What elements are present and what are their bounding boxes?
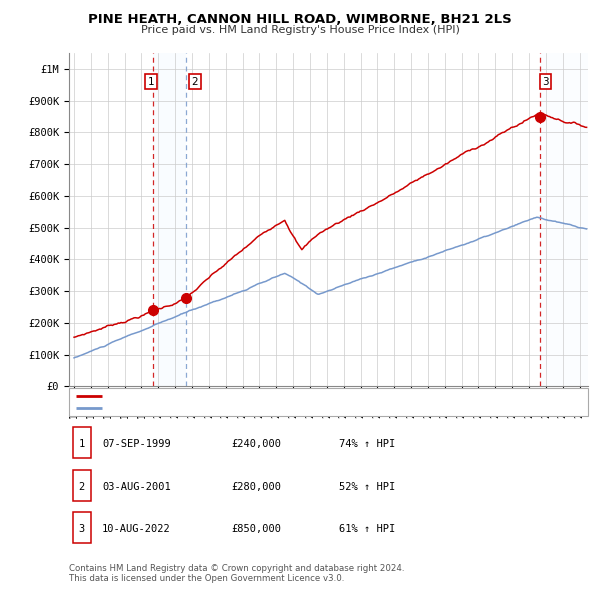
Text: PINE HEATH, CANNON HILL ROAD, WIMBORNE, BH21 2LS (detached house): PINE HEATH, CANNON HILL ROAD, WIMBORNE, …	[108, 391, 463, 400]
Text: 2: 2	[79, 481, 85, 491]
Text: £240,000: £240,000	[231, 439, 281, 449]
Text: 3: 3	[542, 77, 549, 87]
Bar	[539, 53, 588, 386]
Bar	[154, 53, 185, 386]
Text: HPI: Average price, detached house, Dorset: HPI: Average price, detached house, Dors…	[108, 404, 316, 412]
Text: 74% ↑ HPI: 74% ↑ HPI	[339, 439, 395, 449]
Text: 3: 3	[79, 524, 85, 534]
Text: £850,000: £850,000	[231, 524, 281, 534]
Text: 52% ↑ HPI: 52% ↑ HPI	[339, 481, 395, 491]
Text: 61% ↑ HPI: 61% ↑ HPI	[339, 524, 395, 534]
Text: 1: 1	[148, 77, 154, 87]
Text: 2: 2	[191, 77, 198, 87]
Text: Contains HM Land Registry data © Crown copyright and database right 2024.
This d: Contains HM Land Registry data © Crown c…	[69, 563, 404, 583]
Text: 07-SEP-1999: 07-SEP-1999	[102, 439, 171, 449]
Text: 10-AUG-2022: 10-AUG-2022	[102, 524, 171, 534]
Text: Price paid vs. HM Land Registry's House Price Index (HPI): Price paid vs. HM Land Registry's House …	[140, 25, 460, 35]
Text: PINE HEATH, CANNON HILL ROAD, WIMBORNE, BH21 2LS: PINE HEATH, CANNON HILL ROAD, WIMBORNE, …	[88, 13, 512, 26]
Text: 03-AUG-2001: 03-AUG-2001	[102, 481, 171, 491]
Text: 1: 1	[79, 439, 85, 449]
Text: £280,000: £280,000	[231, 481, 281, 491]
